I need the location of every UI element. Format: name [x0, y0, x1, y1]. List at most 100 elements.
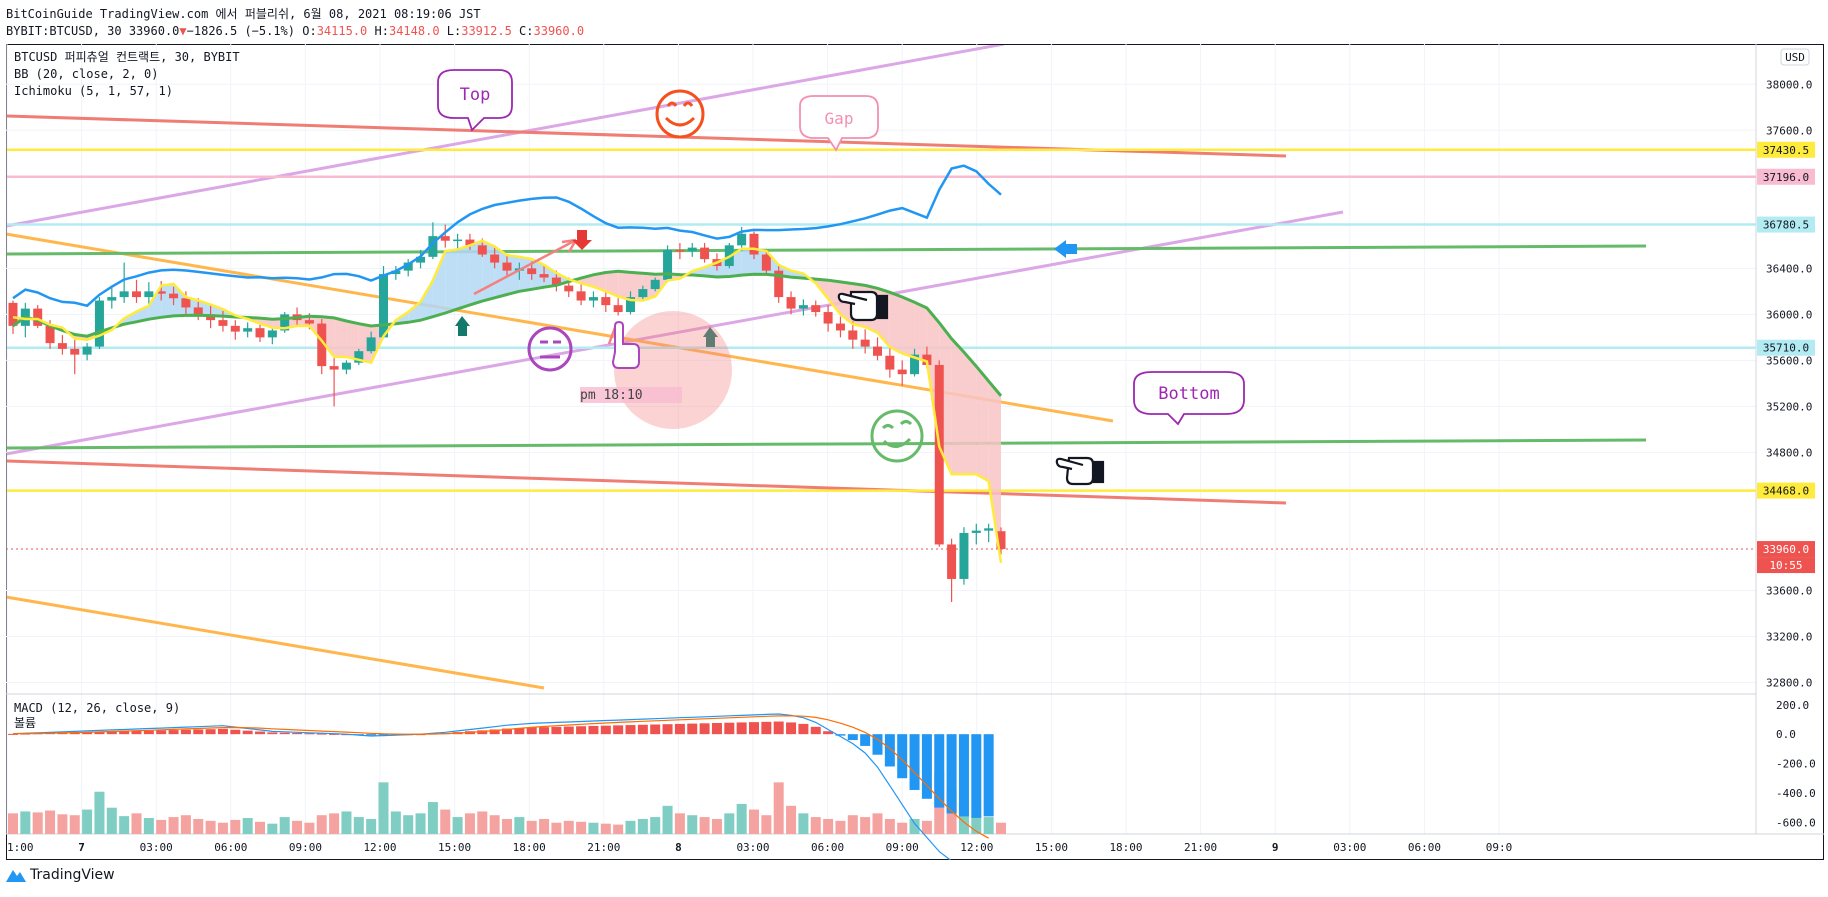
- volume-bar: [613, 824, 624, 834]
- time-tick-label: 06:00: [214, 841, 247, 854]
- volume-bar: [205, 820, 216, 834]
- volume-bar: [600, 823, 611, 834]
- volume-bar: [662, 805, 673, 834]
- volume-bar: [20, 811, 31, 834]
- callout-top[interactable]: Top: [437, 69, 513, 132]
- macd-histogram-bar: [156, 730, 167, 735]
- volume-bar: [57, 814, 68, 834]
- volume-bar: [292, 820, 303, 834]
- volume-bar: [353, 817, 364, 834]
- macd-histogram-bar: [835, 734, 846, 736]
- kumo-segment: [334, 317, 347, 357]
- trendline-red-lower[interactable]: [6, 459, 1287, 505]
- time-tick-label: 09:00: [886, 841, 919, 854]
- pointing-hand-up-icon: [611, 320, 640, 369]
- candle-body: [551, 277, 561, 286]
- candle-body: [922, 354, 932, 365]
- candle-body: [996, 531, 1006, 550]
- macd-tick-label: 200.0: [1776, 699, 1809, 712]
- time-axis[interactable]: 1:00 7 03:00 06:00 09:00 12:00 15:00 18:00 21:00…: [7, 841, 1512, 854]
- time-label-text: pm 18:10: [580, 388, 643, 403]
- macd-histogram-bar: [823, 731, 834, 735]
- volume-bar: [798, 813, 809, 834]
- time-tick-label: 09:00: [289, 841, 322, 854]
- volume-bar: [193, 818, 204, 834]
- candle-body: [206, 314, 216, 321]
- macd-histogram-bar: [934, 734, 945, 808]
- macd-histogram-bar: [69, 732, 80, 735]
- callout-top-text: Top: [460, 85, 491, 105]
- candle-body: [354, 351, 364, 363]
- currency-badge: USD: [1780, 48, 1810, 66]
- volume-bar: [563, 820, 574, 834]
- macd-histogram-bar: [292, 732, 303, 735]
- close-label: C:: [519, 24, 534, 38]
- chart-canvas[interactable]: pm 18:10 Top Gap Bottom: [6, 44, 1824, 860]
- time-tick-label: 21:00: [587, 841, 620, 854]
- macd-histogram-bar: [909, 734, 920, 790]
- kumo-segment: [469, 240, 483, 305]
- tradingview-logo[interactable]: TradingView: [6, 867, 115, 883]
- trendline-orange-lower[interactable]: [6, 595, 545, 690]
- legend-ichimoku: Ichimoku (5, 1, 57, 1): [14, 84, 173, 98]
- volume-bar: [909, 818, 920, 834]
- ohlc-header: BYBIT:BTCUSD, 30 33960.0▼−1826.5 (−5.1%)…: [6, 24, 584, 38]
- price-tick-label: 35600.0: [1766, 354, 1812, 367]
- volume-bar: [131, 813, 142, 834]
- horizontal-levels: [7, 148, 1756, 550]
- candle-body: [169, 293, 179, 299]
- trendline-lavender-upper[interactable]: [6, 44, 1005, 228]
- time-tick-label: 8: [675, 841, 682, 854]
- macd-histogram-bar: [613, 725, 624, 735]
- volume-bar: [810, 817, 821, 834]
- kumo-segment: [408, 301, 421, 323]
- macd-histogram-bar: [217, 728, 228, 735]
- candle-body: [774, 270, 784, 298]
- candle-body: [786, 297, 796, 309]
- time-tick-label: 09:0: [1486, 841, 1513, 854]
- kumo-segment: [531, 259, 545, 290]
- candle-body: [663, 249, 673, 280]
- price-tick-label: 37600.0: [1766, 124, 1812, 137]
- trendline-green-lower[interactable]: [6, 438, 1647, 450]
- kumo-segment: [346, 321, 359, 360]
- volume-bar: [514, 817, 525, 834]
- macd-histogram-bar: [810, 726, 821, 735]
- volume-bar: [489, 815, 500, 834]
- macd-histogram-bar: [773, 721, 784, 735]
- trendline-lavender-lower[interactable]: [6, 210, 1344, 456]
- price-label-text: 37196.0: [1763, 171, 1809, 184]
- candle-body: [8, 302, 18, 326]
- trendline-orange-upper[interactable]: [6, 232, 1114, 423]
- macd-histogram-bar: [514, 728, 525, 735]
- candle-body: [601, 297, 611, 306]
- kumo-segment: [902, 297, 915, 358]
- trendline-green-upper[interactable]: [6, 244, 1647, 256]
- callout-bottom[interactable]: Bottom: [1133, 371, 1245, 426]
- macd-histogram-bar: [526, 727, 537, 735]
- candle-body: [588, 297, 598, 301]
- candle-body: [749, 233, 759, 255]
- candle-body: [947, 544, 957, 579]
- macd-histogram-bar: [8, 733, 18, 735]
- price-axis[interactable]: 200.0 0.0 -200.0 -400.0 -600.0 38000.0 37600.0…: [1757, 78, 1816, 829]
- macd-histogram-bar: [329, 733, 340, 735]
- volume-bar: [180, 815, 191, 834]
- candle-body: [527, 268, 537, 275]
- candle-body: [897, 369, 907, 375]
- time-tick-label: 18:00: [513, 841, 546, 854]
- macd-histogram-bar: [847, 734, 858, 741]
- price-tick-label: 38000.0: [1766, 78, 1812, 91]
- volume-bar: [230, 819, 241, 834]
- time-tick-label: 06:00: [1408, 841, 1441, 854]
- candle-body: [230, 325, 240, 332]
- volume-bar: [464, 813, 475, 834]
- happy-face-icon: [655, 89, 705, 139]
- signal-line: [12, 715, 989, 839]
- kumo-segment: [605, 271, 619, 297]
- macd-histogram-bar: [872, 734, 883, 755]
- callout-gap[interactable]: Gap: [799, 95, 879, 152]
- time-tick-label: 03:00: [1333, 841, 1366, 854]
- candle-body: [366, 337, 376, 352]
- candle-body: [243, 328, 253, 332]
